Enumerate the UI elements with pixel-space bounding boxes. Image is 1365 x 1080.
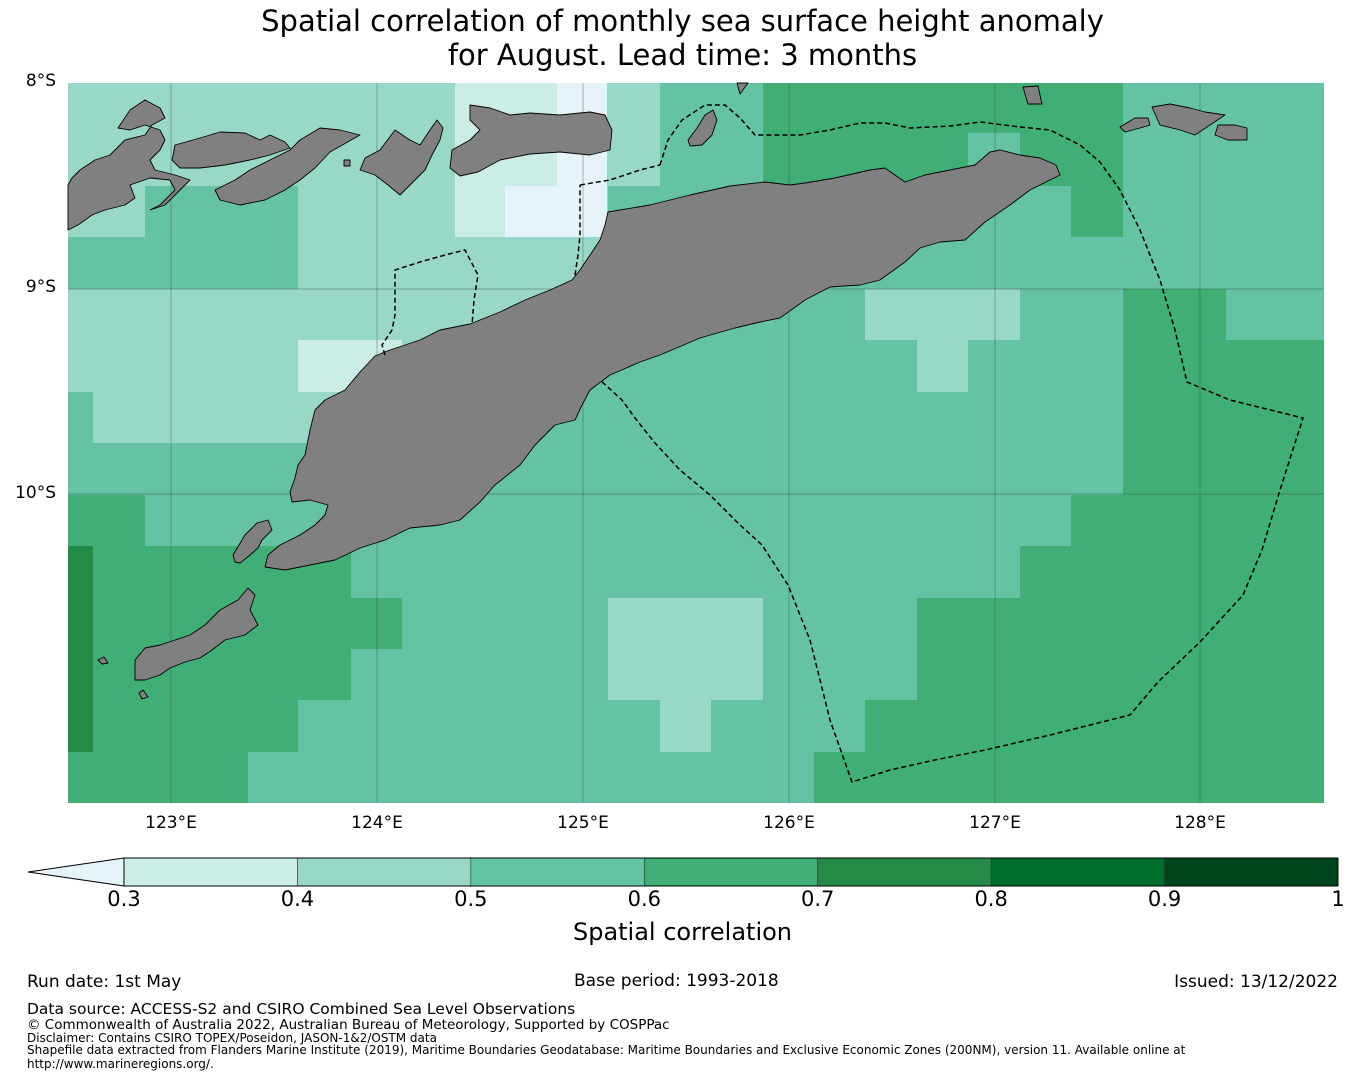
correlation-map xyxy=(67,82,1324,803)
lon-label-128e: 128°E xyxy=(1174,813,1226,833)
run-date: Run date: 1st May xyxy=(27,972,182,992)
shapefile-url: http://www.marineregions.org/. xyxy=(27,1057,214,1071)
small-island-3 xyxy=(1119,117,1151,133)
lat-label-9s: 9°S xyxy=(25,277,56,297)
colorbar-segment xyxy=(643,857,819,887)
colorbar-label: Spatial correlation xyxy=(572,918,793,946)
lembata-island xyxy=(171,131,291,169)
pantar-island xyxy=(214,127,361,206)
eez-boundary-west xyxy=(574,185,581,276)
eez-boundary-oecusse-loop xyxy=(381,249,479,356)
colorbar-segment xyxy=(297,857,472,887)
colorbar-tick-label: 0.7 xyxy=(801,887,835,911)
colorbar-segment xyxy=(1164,857,1339,887)
colorbar-segment xyxy=(817,857,992,887)
disclaimer: Disclaimer: Contains CSIRO TOPEX/Poseido… xyxy=(27,1031,437,1045)
colorbar-segment xyxy=(990,857,1165,887)
colorbar-segment xyxy=(123,857,298,887)
base-period: Base period: 1993-2018 xyxy=(574,971,779,991)
colorbar-under-arrow xyxy=(27,857,125,887)
issued-date: Issued: 13/12/2022 xyxy=(1174,972,1338,992)
colorbar-tick-label: 0.6 xyxy=(627,887,661,911)
eez-boundaries xyxy=(381,104,1304,783)
lon-label-123e: 123°E xyxy=(145,813,197,833)
rote-island xyxy=(134,587,259,681)
lat-label-10s: 10°S xyxy=(15,483,56,503)
colorbar-tick-label: 0.4 xyxy=(280,887,315,911)
wetar-island xyxy=(449,104,613,177)
colorbar-tick-label: 0.8 xyxy=(974,887,1008,911)
timor-island xyxy=(264,149,1061,571)
eez-boundary-oecusse xyxy=(579,164,661,186)
semau-island xyxy=(232,519,273,564)
map-title: Spatial correlation of monthly sea surfa… xyxy=(0,4,1365,72)
data-source: Data source: ACCESS-S2 and CSIRO Combine… xyxy=(27,1000,576,1018)
correlation-grid xyxy=(68,83,1324,803)
title-line-1: Spatial correlation of monthly sea surfa… xyxy=(261,4,1104,38)
copyright-notice: © Commonwealth of Australia 2022, Austra… xyxy=(27,1017,670,1033)
colorbar-tick-label: 0.9 xyxy=(1147,887,1182,911)
alor-island xyxy=(359,119,444,196)
lon-label-127e: 127°E xyxy=(969,813,1021,833)
shapefile-credit: Shapefile data extracted from Flanders M… xyxy=(27,1043,1186,1057)
lat-label-8s: 8°S xyxy=(25,71,56,91)
ndao-island xyxy=(97,656,109,665)
colorbar-tick-label: 0.5 xyxy=(454,887,488,911)
small-island-7 xyxy=(138,689,149,700)
lon-label-125e: 125°E xyxy=(557,813,609,833)
lon-label-124e: 124°E xyxy=(351,813,403,833)
small-island-5 xyxy=(736,82,749,95)
colorbar-tick-label: 0.3 xyxy=(107,887,141,911)
title-line-2: for August. Lead time: 3 months xyxy=(447,38,918,72)
small-island-4 xyxy=(1214,124,1248,141)
colorbar-frame xyxy=(123,857,1339,887)
small-island-6 xyxy=(343,159,351,167)
lon-label-126e: 126°E xyxy=(763,813,815,833)
colorbar-segments xyxy=(123,857,1339,887)
colorbar-tick-label: 1 xyxy=(1331,887,1345,911)
land-masses xyxy=(67,82,1248,700)
flores-island xyxy=(67,99,191,231)
colorbar-segment xyxy=(470,857,645,887)
atauro-island xyxy=(687,109,718,147)
small-island-2 xyxy=(1151,103,1226,136)
small-island-1 xyxy=(1022,85,1043,105)
